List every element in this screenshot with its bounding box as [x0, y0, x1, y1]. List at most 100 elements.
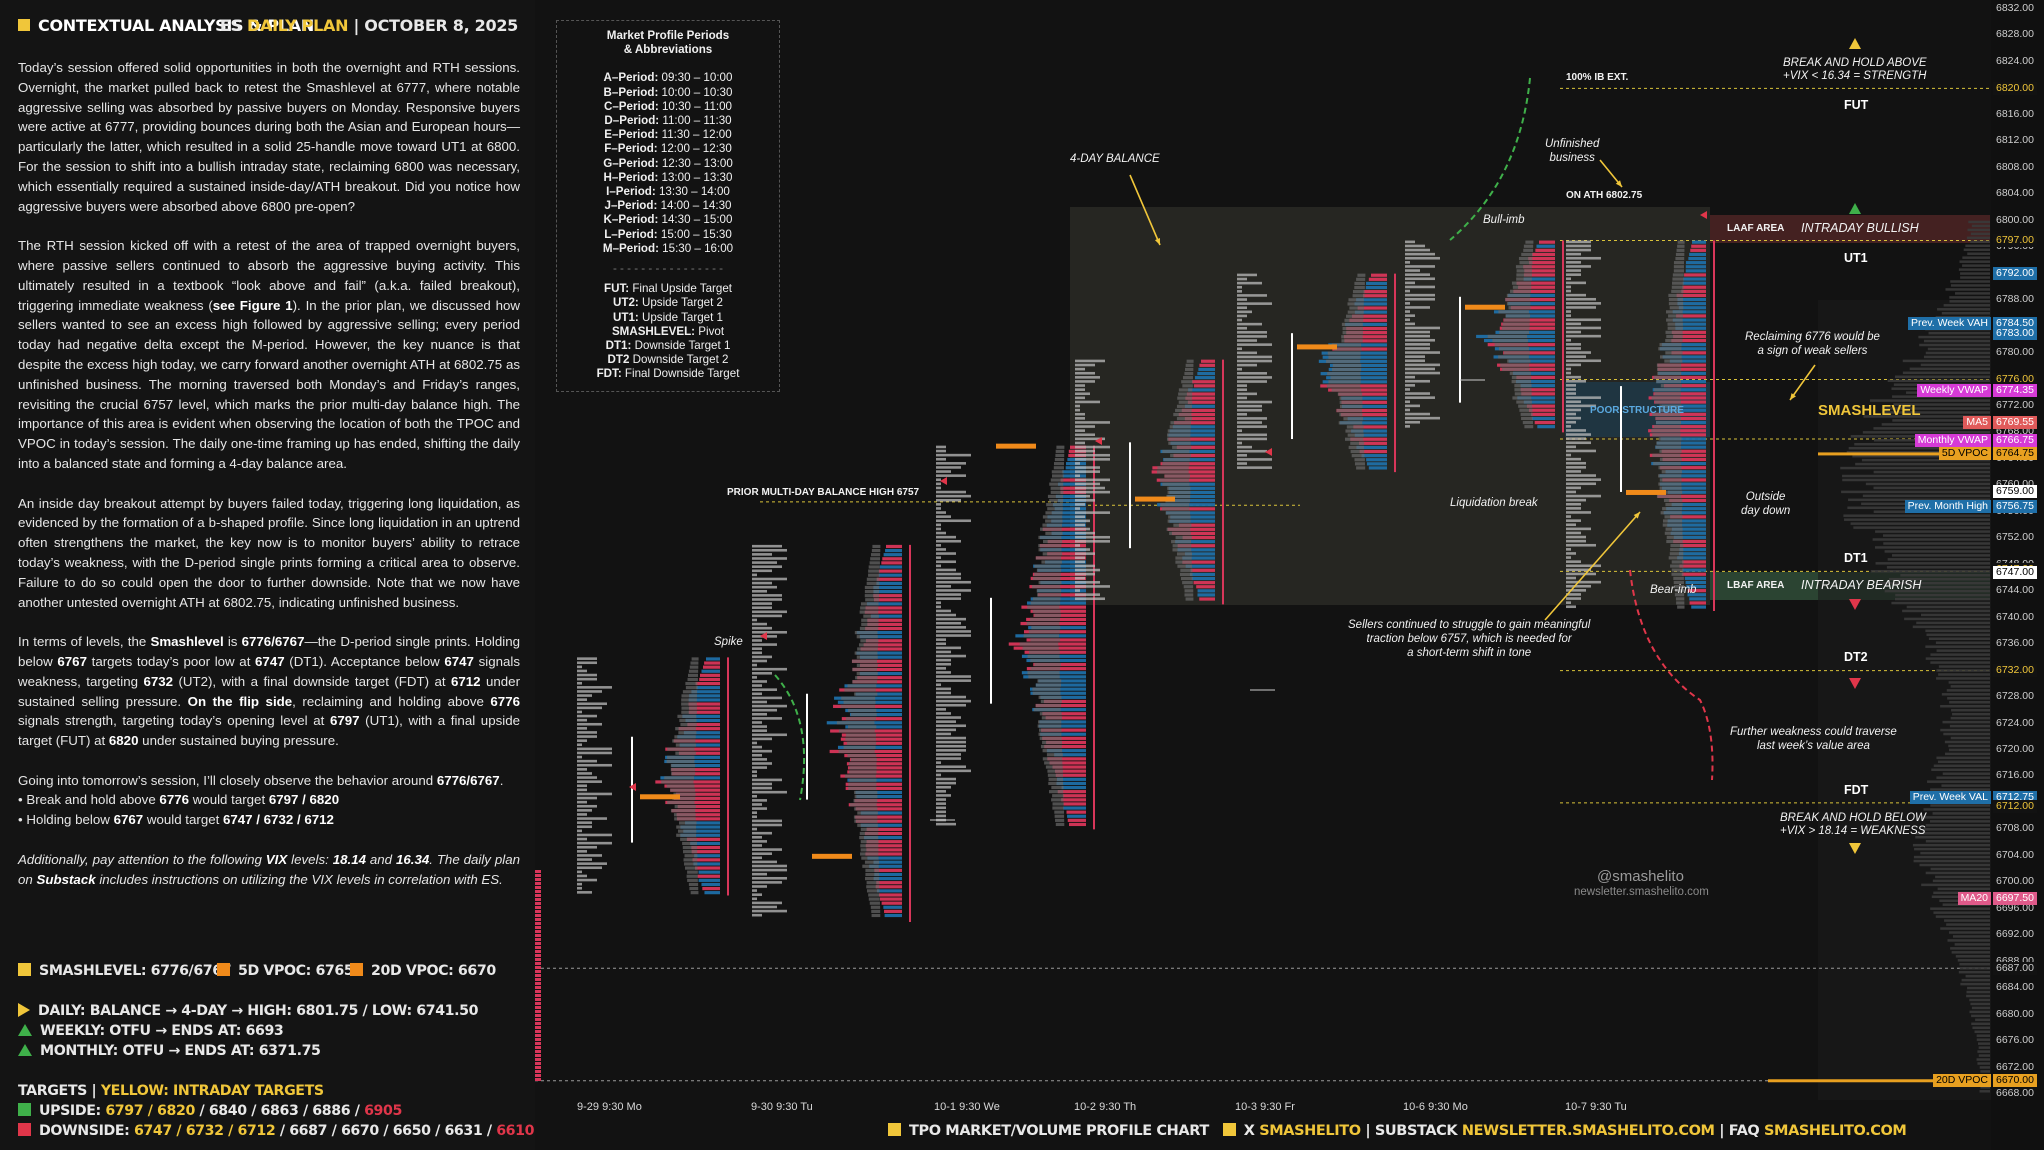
tpo-letters-row	[752, 680, 767, 683]
tpo-letters-row	[1075, 433, 1095, 437]
tpo-shadow	[1046, 753, 1063, 757]
tpo-letters-row	[1405, 416, 1440, 420]
composite-volume-bar	[1949, 931, 1990, 934]
tpo-letters-row	[1075, 535, 1110, 539]
tpo-letters-row	[577, 878, 597, 882]
volume-bar	[1063, 802, 1086, 806]
tpo-letters-row	[752, 753, 762, 757]
yellow-square-icon	[888, 1123, 901, 1136]
composite-volume-bar	[1855, 462, 1990, 466]
tpo-letters-row	[936, 498, 961, 502]
price-side-label: Weekly VWAP	[1917, 383, 1991, 397]
legend-period-row: J–Period: 14:00 – 14:30	[604, 199, 732, 213]
tpo-letters-row	[752, 782, 772, 786]
composite-volume-bar	[1925, 839, 1990, 843]
tpo-shadow	[1652, 412, 1681, 416]
tpo-shadow	[1654, 388, 1681, 392]
tpo-letters-row	[752, 696, 782, 700]
tpo-shadow	[1334, 347, 1362, 351]
tpo-shadow	[872, 544, 881, 549]
composite-volume-bar	[1959, 260, 1990, 263]
tpo-shadow	[681, 698, 697, 702]
legend-title: Market Profile Periods	[606, 29, 730, 42]
volume-bar	[1042, 527, 1086, 531]
tpo-letters-row	[1566, 584, 1591, 588]
edge-profile-bar	[535, 914, 541, 917]
poc-marker	[1465, 304, 1505, 310]
tpo-shadow	[1033, 708, 1061, 712]
tpo-shadow	[1167, 429, 1191, 433]
tpo-letters-row	[936, 765, 966, 769]
tpo-shadow	[854, 630, 878, 635]
price-tag: 6784.50	[1993, 316, 2037, 330]
orange-square-icon	[217, 963, 230, 976]
tpo-letters-row	[936, 749, 966, 752]
tpo-shadow	[1183, 585, 1194, 589]
tpo-shadow	[1332, 367, 1362, 372]
tpo-shadow	[1176, 417, 1192, 421]
volume-bar	[1513, 289, 1555, 293]
tpo-letters-row	[1075, 544, 1080, 547]
tpo-letters-row	[1405, 330, 1430, 334]
legend-period-row: A–Period: 09:30 – 10:00	[603, 71, 733, 85]
tpo-letters-row	[1405, 310, 1410, 313]
volume-bar	[671, 763, 720, 768]
tpo-letters-row	[752, 577, 787, 581]
tpo-shadow	[1344, 437, 1364, 441]
composite-volume-bar	[1950, 280, 1990, 283]
tpo-letters-row	[1405, 367, 1435, 371]
marker-arrow	[760, 632, 767, 640]
volume-bar	[1354, 302, 1387, 306]
tpo-letters-row	[752, 803, 762, 806]
tpo-shadow	[1032, 576, 1061, 581]
tpo-letters-row	[1405, 314, 1415, 317]
tpo-shadow	[864, 589, 880, 594]
tpo-shadow	[1660, 384, 1682, 388]
volume-bar	[1685, 265, 1706, 269]
composite-volume-bar	[1920, 363, 1990, 367]
volume-bar	[859, 655, 902, 659]
volume-bar	[865, 626, 902, 631]
footer-faq-link[interactable]: SMASHELITO.COM	[1764, 1123, 1907, 1139]
composite-volume-bar	[1925, 657, 1990, 660]
composite-volume-bar	[1887, 379, 1990, 382]
volume-bar	[1062, 794, 1086, 798]
volume-bar	[688, 702, 720, 706]
tpo-letters-row	[936, 650, 951, 654]
volume-bar	[1197, 589, 1215, 593]
laaf-zone	[1710, 215, 1990, 243]
tpo-shadow	[1348, 298, 1364, 302]
tpo-shadow	[674, 817, 696, 821]
tpo-letters-row	[936, 638, 946, 641]
tpo-letters-row	[1566, 507, 1581, 510]
legend-abbrev-row: UT2: Upside Target 2	[613, 296, 723, 310]
legend-abbrev-row: UT1: Upside Target 1	[613, 310, 723, 324]
tpo-letters-row	[1566, 363, 1581, 367]
tpo-shadow	[1669, 306, 1684, 310]
volume-bar	[1673, 539, 1706, 544]
tpo-letters-row	[936, 593, 961, 596]
tpo-shadow	[1027, 605, 1060, 609]
tpo-letters-row	[577, 702, 607, 706]
tpo-letters-row	[752, 569, 772, 573]
edge-profile-bar	[535, 990, 541, 993]
tpo-shadow	[673, 792, 696, 796]
tpo-letters-row	[1075, 466, 1100, 469]
tpo-letters-row	[936, 478, 941, 482]
tpo-shadow	[1042, 740, 1063, 745]
up-triangle-icon	[18, 1043, 32, 1056]
tpo-shadow	[1664, 515, 1683, 519]
price-tag: 6732.00	[1993, 664, 2037, 678]
tpo-letters-row	[1237, 372, 1267, 375]
composite-volume-bar	[1967, 228, 1990, 232]
volume-bar	[854, 799, 902, 803]
tpo-chart[interactable]	[535, 0, 2044, 1150]
volume-bar	[1365, 285, 1387, 290]
footer-x-handle[interactable]: SMASHELITO	[1259, 1123, 1361, 1139]
tpo-shadow	[843, 745, 876, 749]
tpo-shadow	[1654, 400, 1681, 404]
tpo-shadow	[847, 725, 877, 729]
tpo-letters-row	[1075, 474, 1080, 478]
tpo-letters-row	[1566, 548, 1571, 551]
footer-substack-link[interactable]: NEWSLETTER.SMASHELITO.COM	[1461, 1123, 1715, 1139]
